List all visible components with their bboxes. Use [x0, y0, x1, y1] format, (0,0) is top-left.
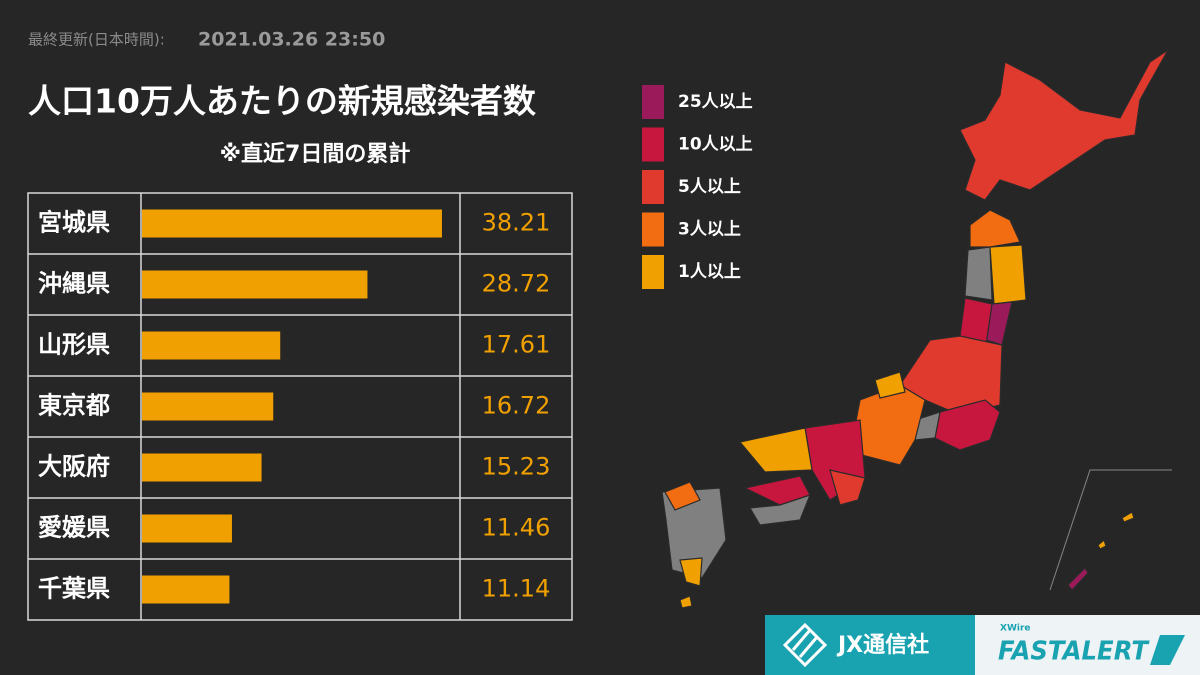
map-region	[874, 371, 906, 399]
category-label: 東京都	[38, 392, 110, 420]
category-label: 宮城県	[38, 209, 110, 237]
updated-at: 2021.03.26 23:50	[198, 29, 385, 51]
map-region	[679, 595, 693, 609]
legend: 25人以上 10人以上 5人以上 3人以上 1人以上	[642, 85, 753, 289]
legend-swatch	[642, 85, 664, 119]
fastalert-text: FASTALERT	[998, 637, 1150, 667]
map-region	[738, 427, 813, 473]
category-label: 千葉県	[38, 575, 110, 603]
category-label: 沖縄県	[38, 270, 110, 298]
map-region	[679, 557, 703, 587]
xwire-text: XWire	[1000, 624, 1031, 634]
value-label: 16.72	[482, 392, 551, 420]
chart-subtitle: ※直近7日間の累計	[220, 141, 411, 167]
inset-line	[1049, 469, 1172, 591]
map-region	[959, 49, 1169, 201]
value-label: 38.21	[482, 209, 551, 237]
japan-map	[661, 49, 1172, 609]
category-label: 愛媛県	[38, 514, 110, 542]
chart-title: 人口10万人あたりの新規感染者数	[28, 82, 537, 121]
value-label: 17.61	[482, 331, 551, 359]
legend-label: 1人以上	[678, 262, 741, 282]
bar	[142, 270, 368, 299]
bar	[142, 453, 262, 482]
map-region	[1097, 538, 1107, 550]
map-region	[899, 335, 1003, 416]
value-label: 15.23	[482, 453, 551, 481]
value-label: 11.14	[482, 575, 551, 603]
bar	[142, 209, 442, 238]
legend-label: 5人以上	[678, 177, 741, 197]
table: 宮城県 38.21 沖縄県 28.72 山形県 17.61 東京都 16.72 大阪府 15.23…	[27, 192, 573, 621]
map-region	[1121, 511, 1135, 523]
map-region	[664, 481, 701, 511]
map-region	[969, 209, 1021, 248]
legend-label: 3人以上	[678, 220, 741, 240]
legend-swatch	[642, 170, 664, 204]
value-label: 28.72	[482, 270, 551, 298]
jx-logo-mark	[782, 622, 828, 668]
category-label: 大阪府	[38, 453, 110, 481]
bar	[142, 514, 232, 543]
value-label: 11.46	[482, 514, 551, 542]
bar	[142, 331, 281, 360]
legend-swatch	[642, 212, 664, 247]
updated-label: 最終更新(日本時間):	[28, 31, 165, 49]
fastalert-mark	[1150, 635, 1185, 665]
legend-label: 25人以上	[678, 92, 753, 112]
map-region	[829, 469, 866, 506]
map-region	[1067, 567, 1089, 591]
legend-label: 10人以上	[678, 135, 753, 155]
category-label: 山形県	[38, 331, 110, 359]
table-border	[27, 192, 573, 621]
logo-box	[765, 615, 975, 675]
map-region	[989, 244, 1027, 305]
map-region	[964, 246, 993, 301]
map-region	[749, 494, 812, 526]
bar	[142, 575, 230, 604]
legend-swatch	[642, 255, 664, 289]
map-region	[661, 487, 727, 579]
bar	[142, 392, 274, 421]
jx-logo-text: JX通信社	[836, 632, 929, 658]
legend-swatch	[642, 127, 664, 162]
